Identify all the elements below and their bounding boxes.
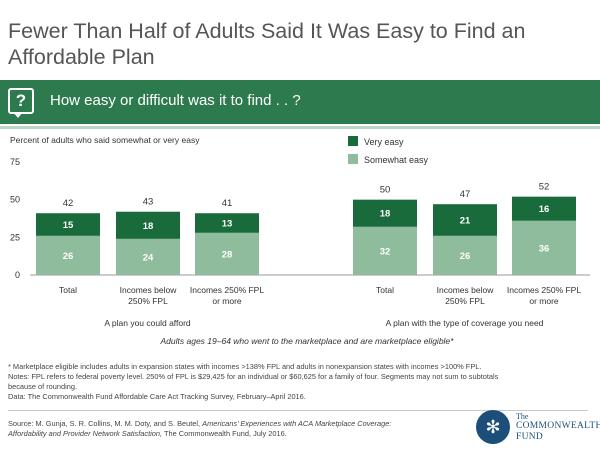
data-label-very-easy: 18 [143, 221, 154, 232]
total-label: 52 [539, 182, 550, 193]
legend-label-somewhat-easy: Somewhat easy [364, 155, 429, 165]
data-label-somewhat-easy: 36 [539, 243, 550, 254]
note-line-1: * Marketplace eligible includes adults i… [8, 362, 482, 371]
footer-divider [8, 410, 588, 411]
y-tick-label: 50 [10, 195, 20, 205]
data-label-somewhat-easy: 32 [380, 246, 391, 257]
banner-question: How easy or difficult was it to find . .… [50, 92, 301, 109]
y-axis-label: Percent of adults who said somewhat or v… [10, 135, 200, 145]
banner-underline [0, 126, 600, 129]
data-label-somewhat-easy: 26 [460, 251, 471, 262]
y-tick-label: 75 [10, 157, 20, 167]
total-label: 50 [380, 185, 391, 196]
bar-somewhat-easy [353, 226, 417, 275]
bar-very-easy [433, 204, 497, 236]
bar-somewhat-easy [116, 238, 180, 275]
chart-annotation: Adults ages 19–64 who went to the market… [160, 336, 455, 346]
bar-somewhat-easy [36, 235, 100, 275]
bar-very-easy [353, 199, 417, 227]
data-label-somewhat-easy: 28 [222, 249, 233, 260]
bar-very-easy [195, 213, 259, 233]
source-citation: Source: M. Gunja, S. R. Collins, M. M. D… [8, 419, 468, 439]
x-tick-label: or more [529, 296, 559, 306]
x-tick-label: Total [376, 285, 394, 295]
legend-swatch-somewhat-easy [348, 154, 358, 164]
y-tick-label: 0 [15, 270, 20, 280]
logo-line-3: FUND [516, 432, 544, 442]
x-tick-label: 250% FPL [445, 296, 485, 306]
y-tick-label: 25 [10, 232, 20, 242]
logo-line-2: COMMONWEALTH [516, 421, 600, 431]
data-label-very-easy: 21 [460, 216, 471, 227]
bar-somewhat-easy [433, 235, 497, 275]
data-label-somewhat-easy: 24 [143, 252, 154, 263]
legend-swatch-very-easy [348, 136, 358, 146]
x-tick-label: 250% FPL [128, 296, 168, 306]
question-banner: ? How easy or difficult was it to find .… [0, 80, 600, 124]
x-tick-label: or more [212, 296, 242, 306]
total-label: 41 [222, 198, 233, 209]
source-suffix: The Commonwealth Fund, July 2016. [162, 429, 287, 438]
bar-somewhat-easy [512, 220, 576, 275]
data-label-very-easy: 13 [222, 219, 233, 230]
source-title-1: Americans’ Experiences with ACA Marketpl… [202, 419, 392, 428]
page-title: Fewer Than Half of Adults Said It Was Ea… [8, 19, 526, 69]
source-prefix: Source: M. Gunja, S. R. Collins, M. M. D… [8, 419, 203, 428]
x-tick-label: Total [59, 285, 77, 295]
group-label: A plan you could afford [104, 318, 191, 328]
total-label: 47 [460, 189, 471, 200]
note-line-2: Notes: FPL refers to federal poverty lev… [8, 372, 499, 381]
total-label: 42 [63, 198, 74, 209]
x-tick-label: Incomes 250% FPL [190, 285, 264, 295]
logo-line-1: The [516, 412, 529, 421]
data-label-very-easy: 16 [539, 204, 550, 215]
legend-label-very-easy: Very easy [364, 137, 404, 147]
bar-somewhat-easy [195, 232, 259, 275]
note-line-3: because of rounding. [8, 382, 78, 391]
bar-very-easy [116, 211, 180, 239]
stacked-bar-chart: Percent of adults who said somewhat or v… [10, 135, 590, 346]
bar-very-easy [36, 213, 100, 236]
source-title-2: Affordability and Provider Network Satis… [8, 429, 163, 438]
snowflake-emblem-icon: ✻ [476, 410, 510, 444]
data-label-very-easy: 18 [380, 209, 391, 220]
question-speech-bubble-icon: ? [8, 88, 34, 114]
x-tick-label: Incomes 250% FPL [507, 285, 581, 295]
bar-very-easy [512, 196, 576, 221]
x-tick-label: Incomes below [437, 285, 495, 295]
total-label: 43 [143, 197, 154, 208]
data-label-somewhat-easy: 26 [63, 251, 74, 262]
chart-notes: * Marketplace eligible includes adults i… [8, 362, 593, 402]
commonwealth-fund-logo: ✻ The COMMONWEALTH FUND [476, 410, 600, 448]
x-tick-label: Incomes below [120, 285, 178, 295]
data-label-very-easy: 15 [63, 220, 74, 231]
group-label: A plan with the type of coverage you nee… [386, 318, 544, 328]
speech-bubble-tail [13, 112, 23, 118]
note-line-4: Data: The Commonwealth Fund Affordable C… [8, 392, 306, 401]
